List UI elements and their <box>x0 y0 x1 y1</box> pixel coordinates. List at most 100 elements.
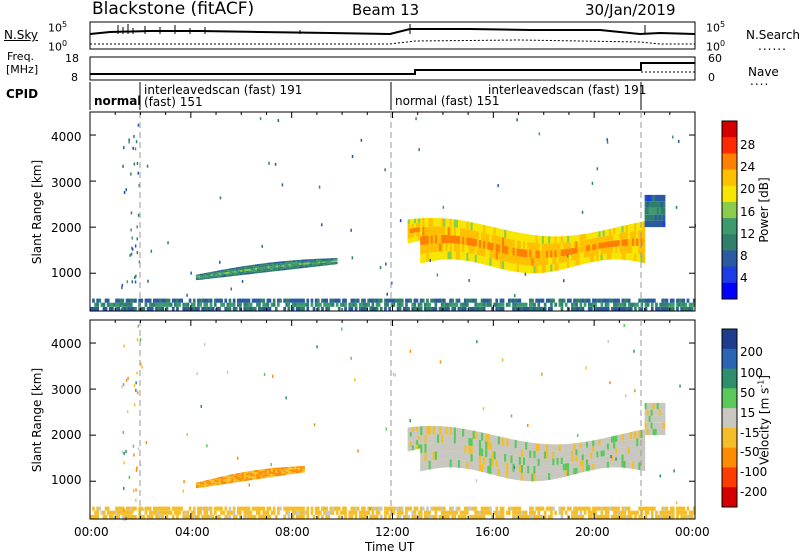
velocity-cell <box>518 464 522 473</box>
velocity-cell <box>525 465 528 474</box>
velocity-cell <box>264 472 268 475</box>
power-cell <box>573 260 576 267</box>
power-cell <box>619 226 623 233</box>
power-cell <box>598 231 602 238</box>
velocity-cell <box>195 482 199 484</box>
velocity-cell <box>413 431 417 436</box>
velocity-cell <box>325 506 328 511</box>
power-cell <box>322 264 325 266</box>
velocity-cell <box>652 415 656 423</box>
velocity-cell <box>438 506 442 511</box>
power-cell <box>686 306 690 311</box>
velocity-cell <box>600 444 604 451</box>
velocity-cell <box>458 451 461 460</box>
power-cell <box>238 266 241 269</box>
colorbar-swatch <box>722 201 737 219</box>
velocity-cell <box>203 510 207 515</box>
velocity-sparse-point <box>609 381 611 385</box>
power-cell <box>254 268 258 270</box>
power-cell <box>106 298 110 303</box>
power-cell <box>466 298 469 303</box>
velocity-cell <box>148 514 152 519</box>
velocity-cell <box>245 471 249 474</box>
velocity-cell <box>514 510 517 515</box>
power-cell <box>299 261 302 264</box>
velocity-cell <box>581 448 585 455</box>
power-cell <box>499 252 503 261</box>
velocity-cell <box>356 506 360 511</box>
power-cell <box>264 306 268 311</box>
power-cell <box>260 306 263 311</box>
velocity-cell <box>512 447 516 456</box>
power-cell <box>242 271 245 274</box>
velocity-cell <box>566 514 570 519</box>
velocity-cell <box>682 506 686 511</box>
power-cell <box>447 218 451 227</box>
power-cell <box>413 298 417 303</box>
power-cell <box>602 298 606 303</box>
power-cell <box>290 262 294 264</box>
power-cell <box>134 306 137 311</box>
velocity-cell <box>245 477 249 479</box>
power-cell <box>311 259 315 261</box>
power-cell <box>531 265 534 274</box>
velocity-cell <box>144 510 148 515</box>
velocity-cell <box>501 506 505 511</box>
velocity-cell <box>627 439 631 447</box>
power-sparse-point <box>121 286 123 290</box>
power-cell <box>428 226 432 236</box>
power-cell <box>497 302 501 307</box>
power-sparse-point <box>130 252 133 256</box>
power-cell <box>413 223 417 228</box>
velocity-cell <box>688 510 692 515</box>
velocity-cell <box>302 467 305 469</box>
power-cell <box>692 298 696 303</box>
velocity-cell <box>611 506 614 511</box>
velocity-cell <box>581 506 585 511</box>
velocity-cell <box>594 440 597 446</box>
velocity-cell <box>411 514 415 519</box>
velocity-cell <box>514 471 518 480</box>
power-cell <box>621 225 625 233</box>
velocity-cell <box>117 510 120 515</box>
power-cell <box>548 298 551 303</box>
power-cell <box>648 220 652 228</box>
velocity-cell <box>463 514 467 519</box>
power-cell <box>419 298 423 303</box>
velocity-cell <box>562 470 566 477</box>
velocity-cell <box>468 461 472 470</box>
power-cell <box>485 233 488 242</box>
velocity-sparse-point <box>357 449 359 453</box>
velocity-cell <box>600 456 604 463</box>
velocity-cell <box>449 510 452 515</box>
power-cell <box>318 263 321 265</box>
velocity-cell <box>470 461 474 470</box>
power-cell <box>424 226 428 236</box>
power-cell <box>499 302 503 307</box>
power-sparse-point <box>360 138 363 142</box>
velocity-cell <box>516 506 520 511</box>
power-cell <box>579 258 583 265</box>
power-cell <box>662 214 666 221</box>
velocity-cell <box>546 444 549 452</box>
power-cell <box>590 250 593 257</box>
velocity-cell <box>437 434 440 443</box>
velocity-cell <box>293 472 297 474</box>
velocity-cell <box>533 443 537 451</box>
velocity-cell <box>277 467 280 470</box>
power-cell <box>396 306 400 311</box>
power-cell <box>430 226 434 236</box>
velocity-cell <box>585 441 589 448</box>
power-cell <box>480 302 484 307</box>
power-cell <box>642 298 646 303</box>
velocity-cell <box>125 514 129 519</box>
velocity-cell <box>640 429 644 438</box>
velocity-cell <box>254 477 257 480</box>
colorbar-swatch <box>722 447 737 468</box>
power-cell <box>546 243 549 251</box>
power-cell <box>669 298 673 303</box>
power-cell <box>277 298 280 303</box>
power-cell <box>562 236 566 243</box>
velocity-cell <box>161 510 165 515</box>
velocity-cell <box>617 514 620 519</box>
